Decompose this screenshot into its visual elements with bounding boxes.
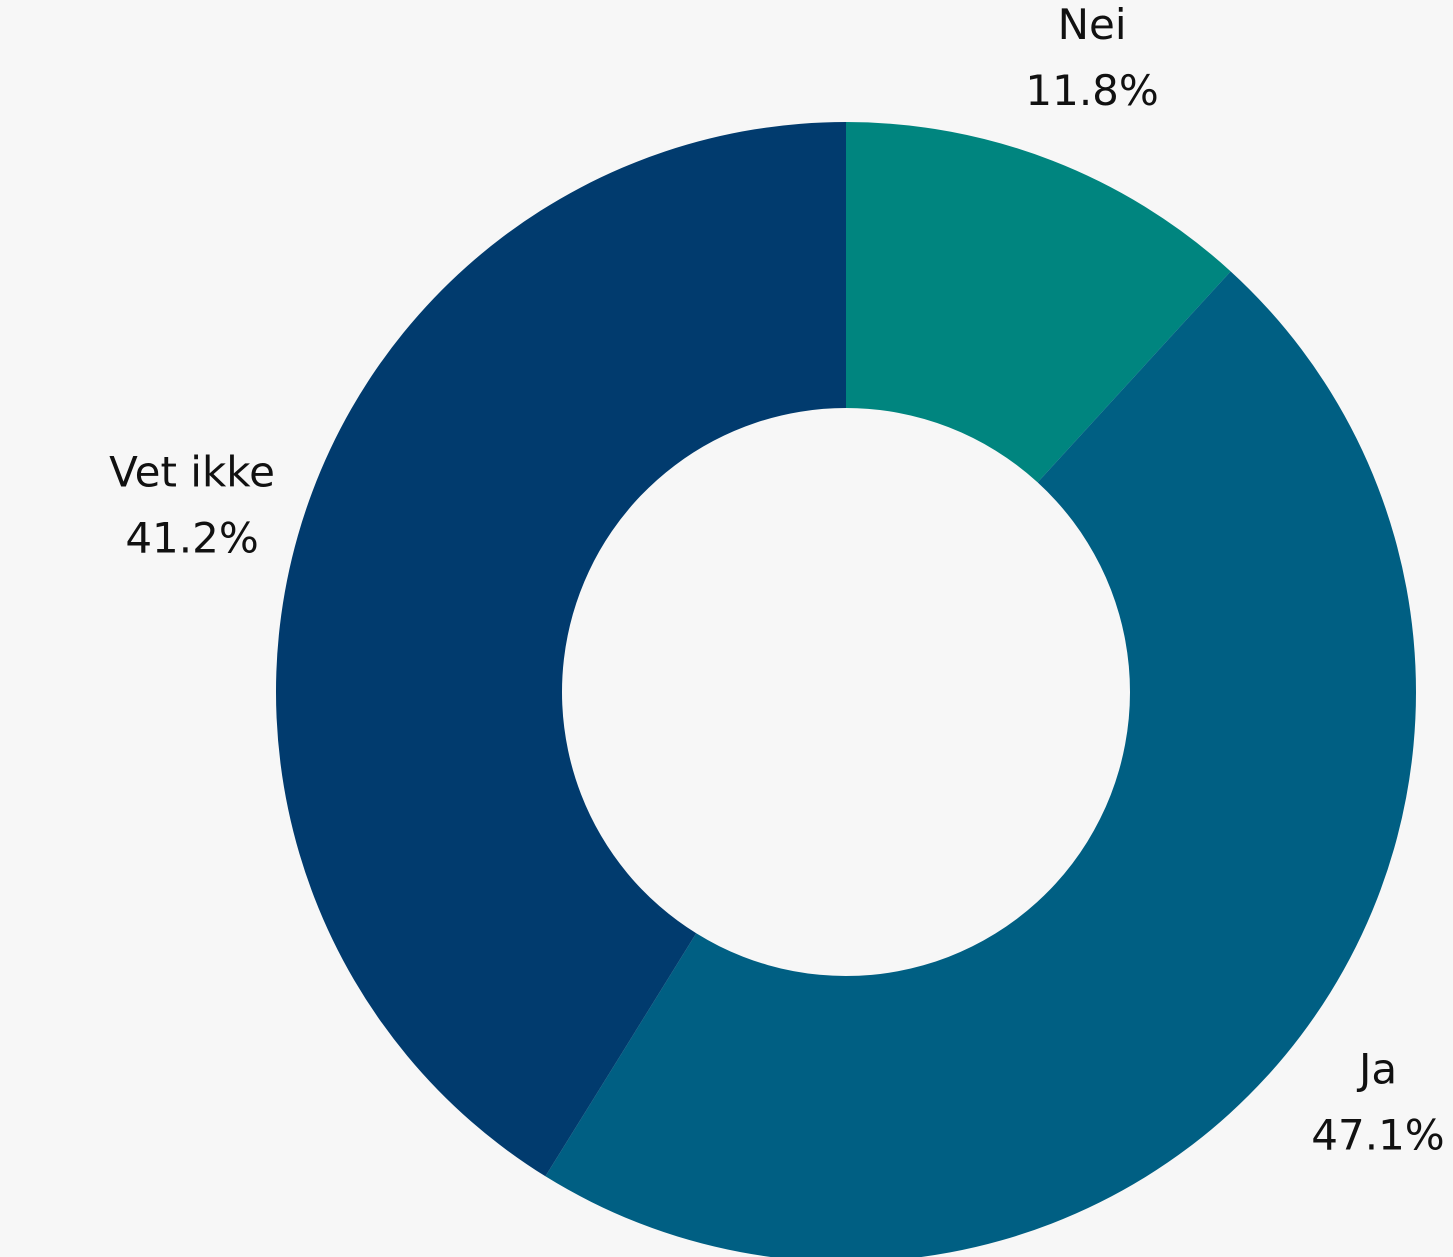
slice-vet-ikke [275,122,846,1177]
slice-label: Ja [1356,1044,1397,1093]
slice-label: Nei [1058,0,1127,49]
slice-value-label: 47.1% [1311,1110,1444,1159]
slice-value-label: 11.8% [1025,66,1158,115]
slice-value-label: 41.2% [125,514,258,563]
slice-nei [846,122,1231,483]
donut-labels: Nei 11.8% Ja 47.1% Vet ikke 41.2% [109,0,1445,1159]
slice-ja [545,271,1416,1257]
slice-label: Vet ikke [109,448,275,497]
donut-slices [275,122,1416,1257]
